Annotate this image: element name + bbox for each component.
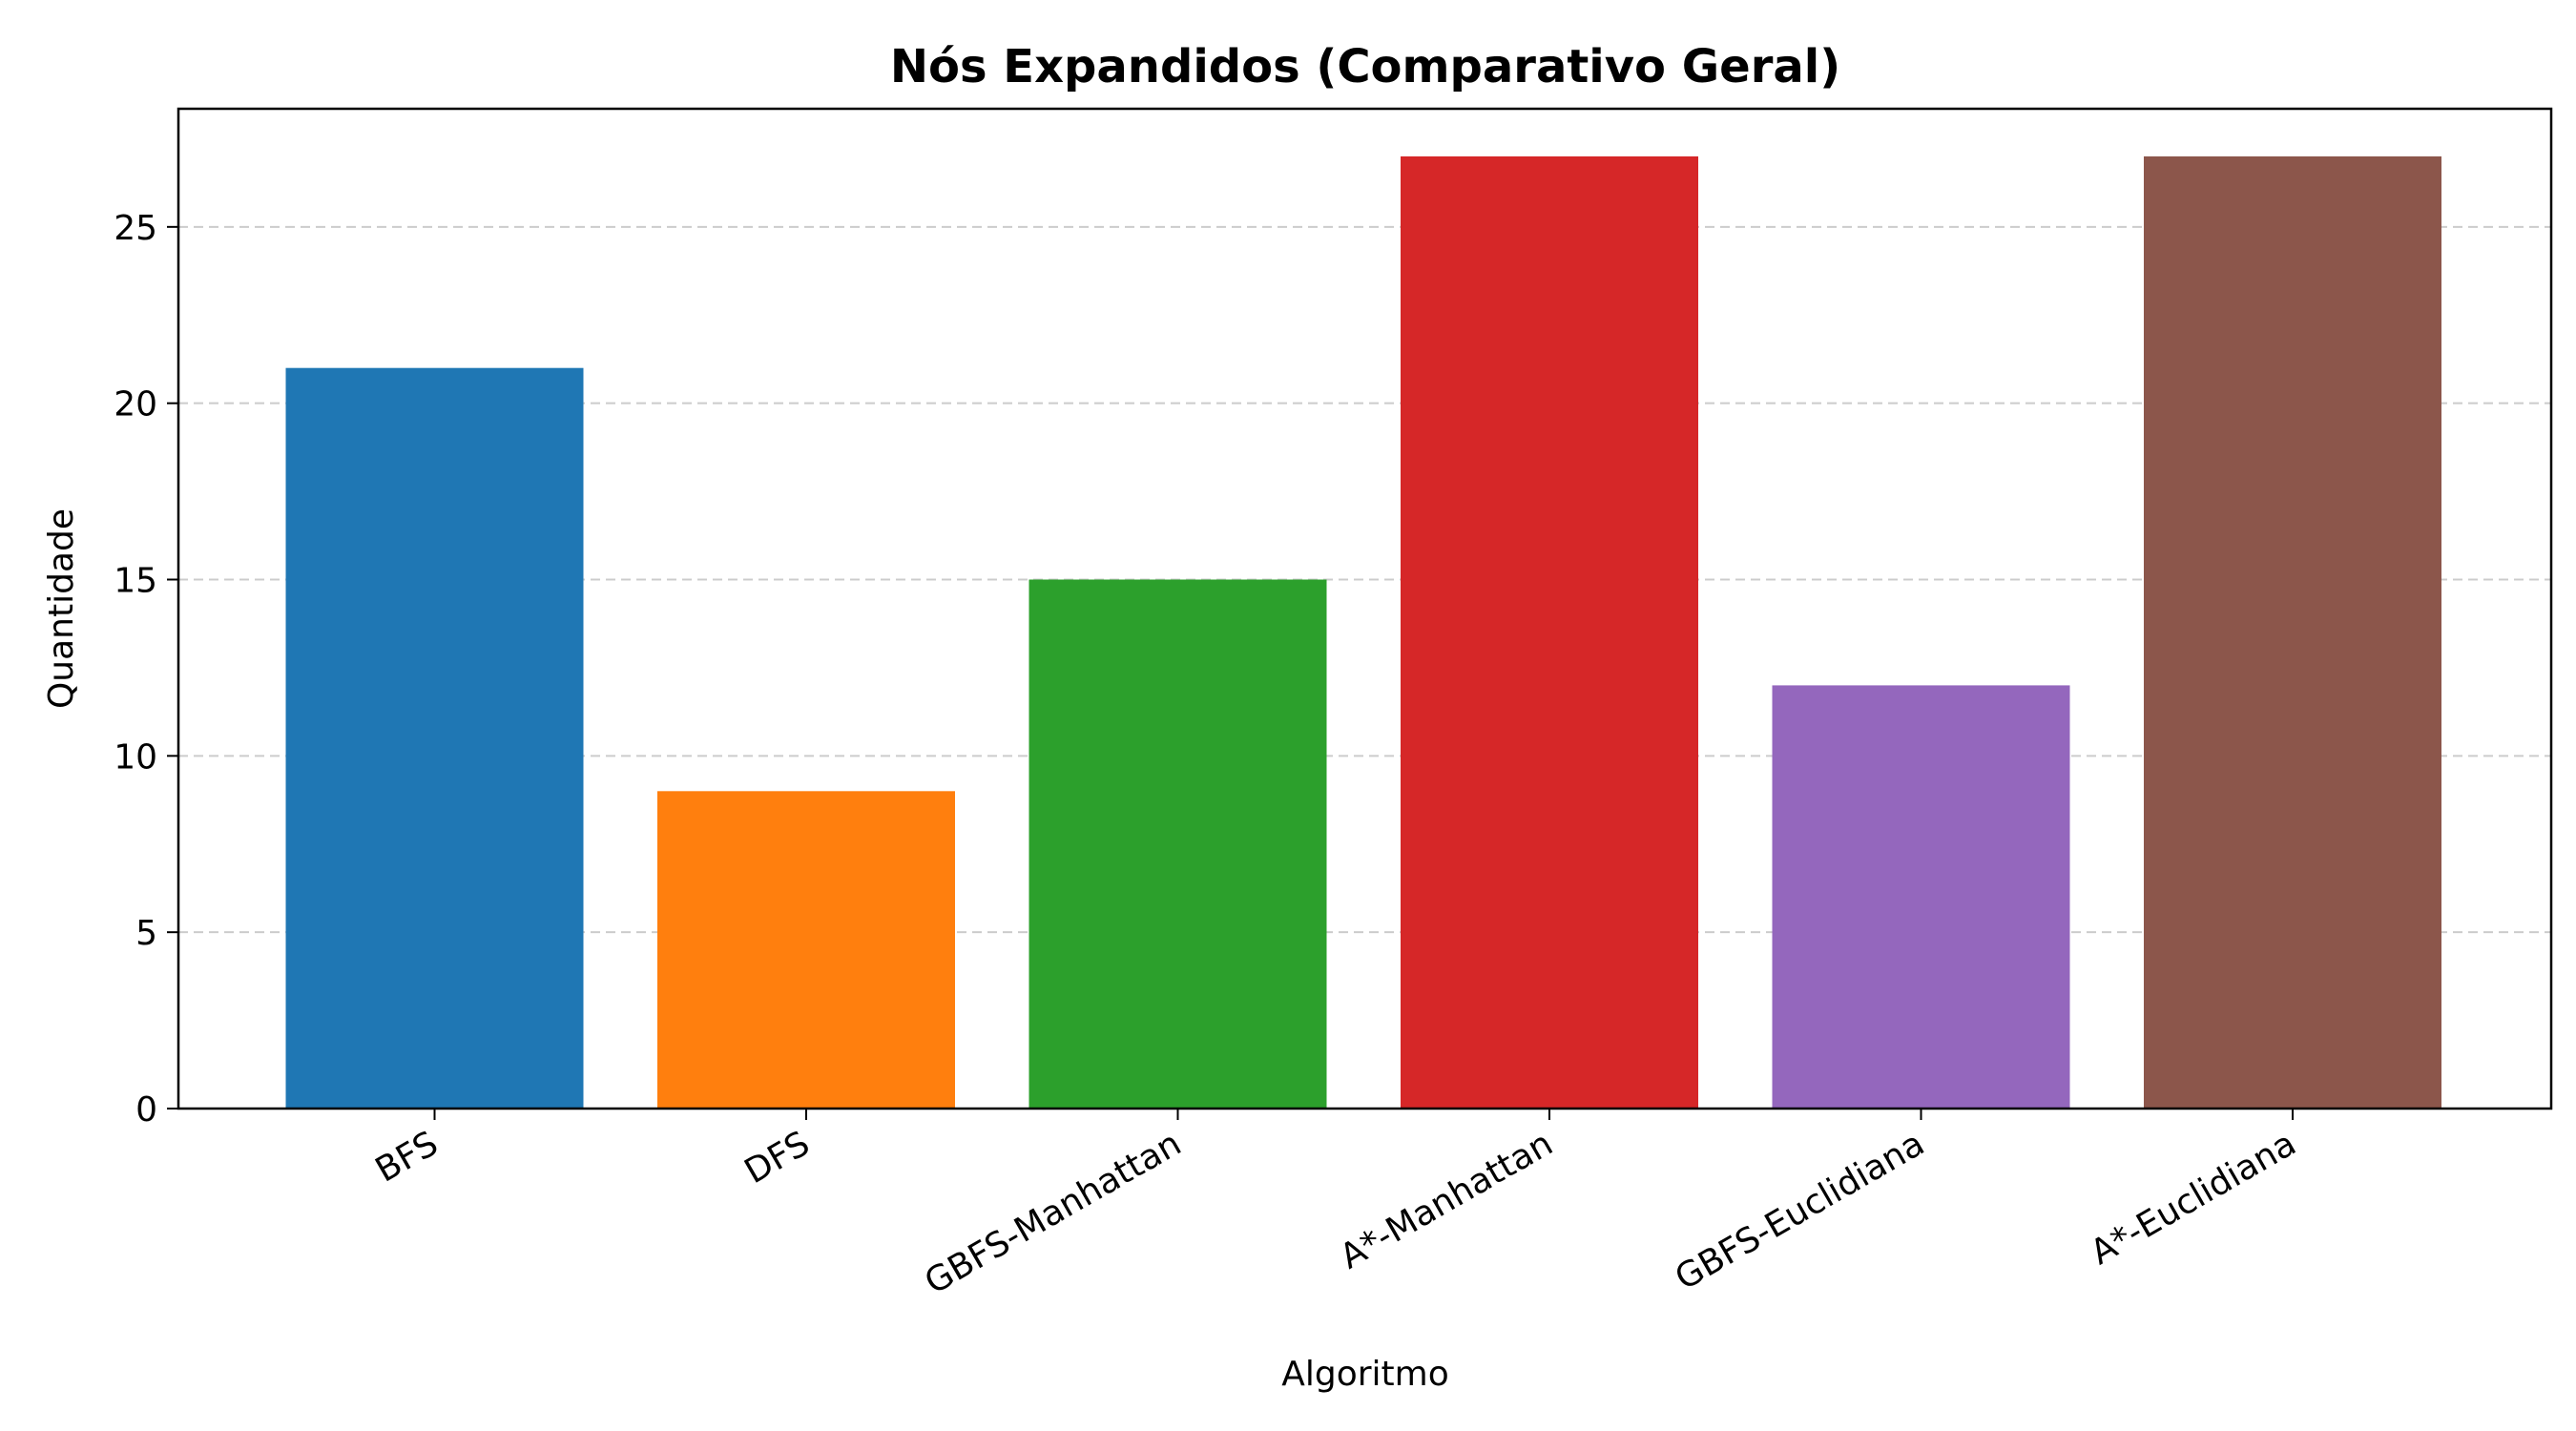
chart-title: Nós Expandidos (Comparativo Geral) [890, 40, 1840, 93]
x-tick-label: A*-Euclidiana [2084, 1124, 2302, 1273]
y-tick-label: 10 [114, 737, 157, 777]
x-tick-label: GBFS-Manhattan [919, 1124, 1188, 1302]
x-tick-label: GBFS-Euclidiana [1669, 1124, 1931, 1297]
y-tick-label: 15 [114, 562, 157, 601]
y-tick-label: 0 [135, 1090, 157, 1130]
bar-a-euclidiana [2144, 156, 2441, 1109]
y-tick-label: 20 [114, 385, 157, 425]
y-axis-label: Quantidade [42, 508, 81, 709]
y-tick-label: 25 [114, 209, 157, 248]
x-tick-label: DFS [738, 1124, 817, 1192]
x-axis-ticks: BFS DFS GBFS-Manhattan A*-Manhattan GBFS-Euc… [369, 1109, 2303, 1302]
bar-gbfs-manhattan [1028, 579, 1327, 1109]
bar-gbfs-euclidiana [1772, 685, 2070, 1109]
bar-a-manhattan [1401, 156, 1698, 1109]
x-axis-label: Algoritmo [1281, 1355, 1449, 1394]
x-tick-label: A*-Manhattan [1334, 1124, 1560, 1276]
bars [285, 156, 2441, 1109]
bar-bfs [285, 367, 584, 1109]
plot-frame [177, 107, 2553, 1110]
bar-dfs [657, 791, 955, 1109]
x-tick-label: BFS [369, 1124, 445, 1190]
y-tick-label: 5 [135, 914, 157, 953]
y-axis-ticks: 0 5 10 15 20 25 [114, 209, 178, 1130]
